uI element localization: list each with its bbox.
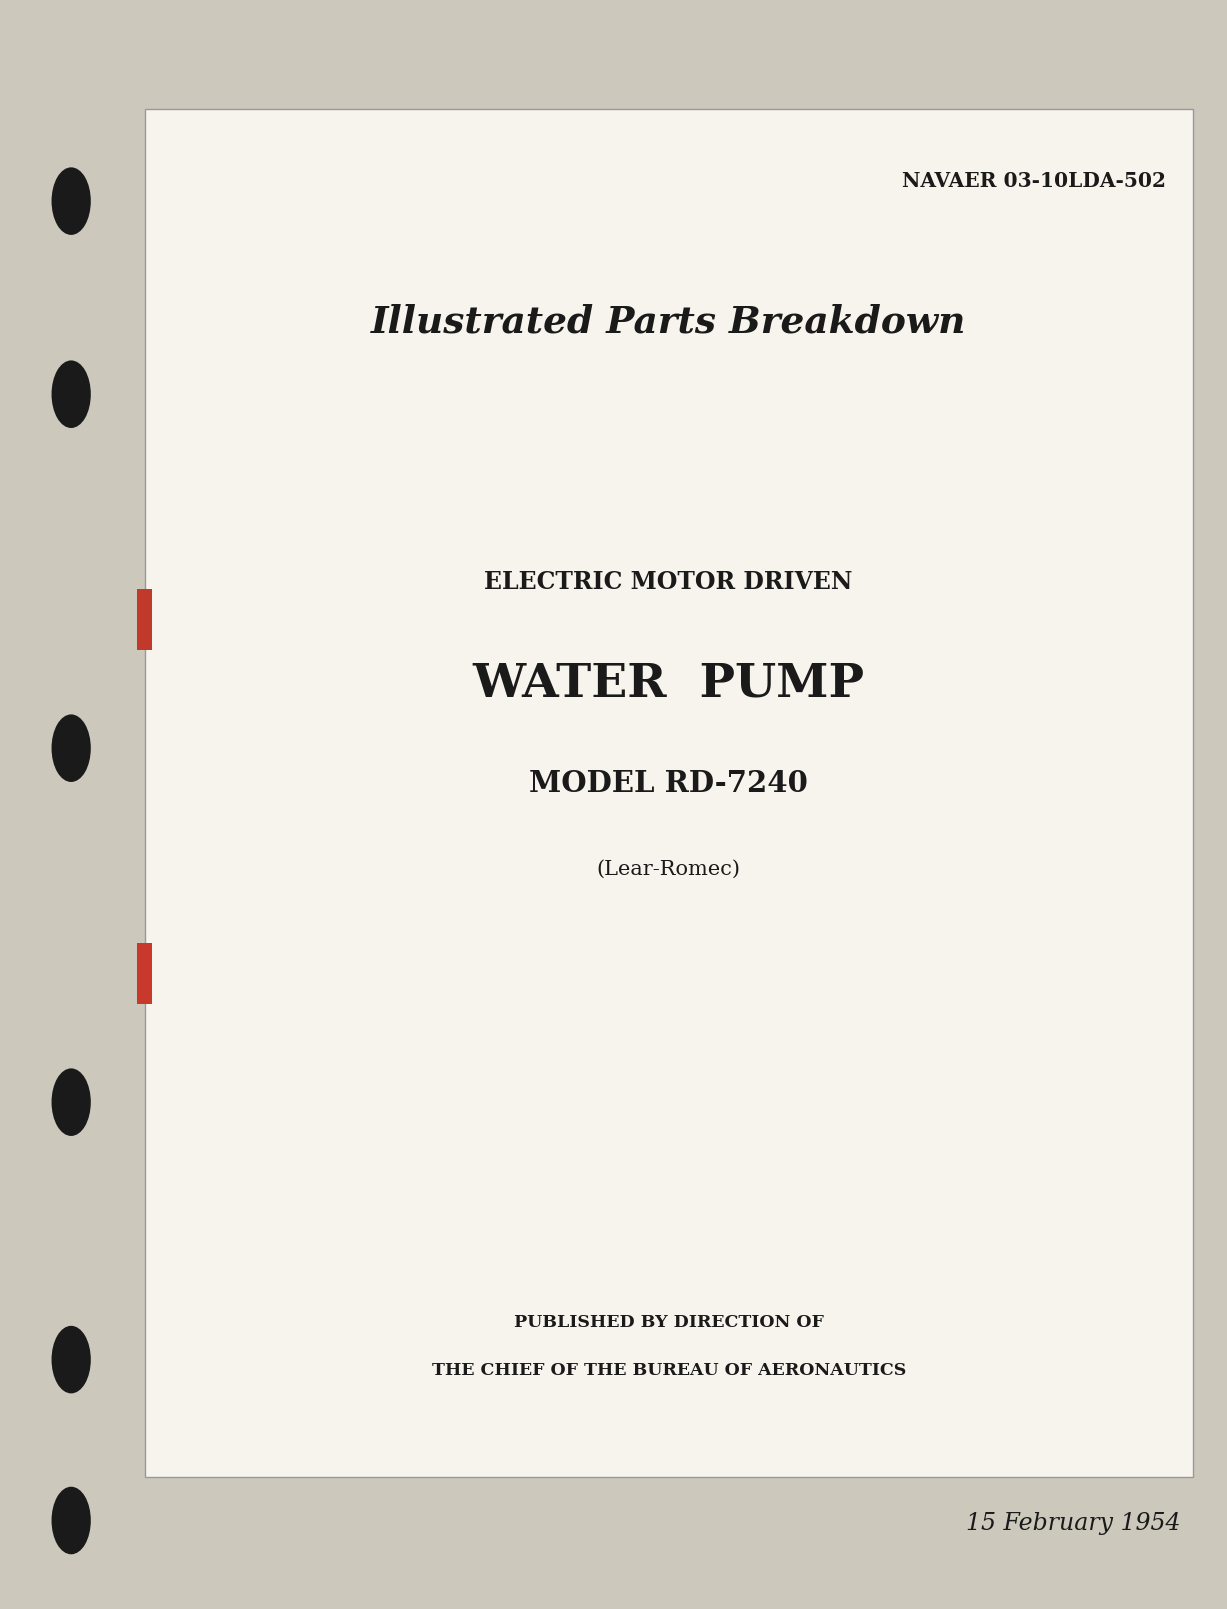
- Text: ELECTRIC MOTOR DRIVEN: ELECTRIC MOTOR DRIVEN: [485, 571, 853, 594]
- Text: THE CHIEF OF THE BUREAU OF AERONAUTICS: THE CHIEF OF THE BUREAU OF AERONAUTICS: [432, 1363, 906, 1379]
- Text: Illustrated Parts Breakdown: Illustrated Parts Breakdown: [371, 304, 967, 339]
- Ellipse shape: [52, 1326, 91, 1393]
- Ellipse shape: [52, 714, 91, 782]
- Bar: [145, 109, 1193, 1477]
- Ellipse shape: [52, 360, 91, 428]
- Text: 15 February 1954: 15 February 1954: [966, 1512, 1180, 1535]
- Ellipse shape: [52, 167, 91, 235]
- Bar: [137, 589, 152, 650]
- Text: PUBLISHED BY DIRECTION OF: PUBLISHED BY DIRECTION OF: [514, 1315, 823, 1331]
- Text: (Lear-Romec): (Lear-Romec): [596, 859, 741, 879]
- Bar: [137, 943, 152, 1004]
- Ellipse shape: [52, 1487, 91, 1554]
- Text: MODEL RD-7240: MODEL RD-7240: [529, 769, 809, 798]
- Ellipse shape: [52, 1068, 91, 1136]
- Text: NAVAER 03-10LDA-502: NAVAER 03-10LDA-502: [902, 171, 1166, 190]
- Text: WATER  PUMP: WATER PUMP: [472, 661, 865, 706]
